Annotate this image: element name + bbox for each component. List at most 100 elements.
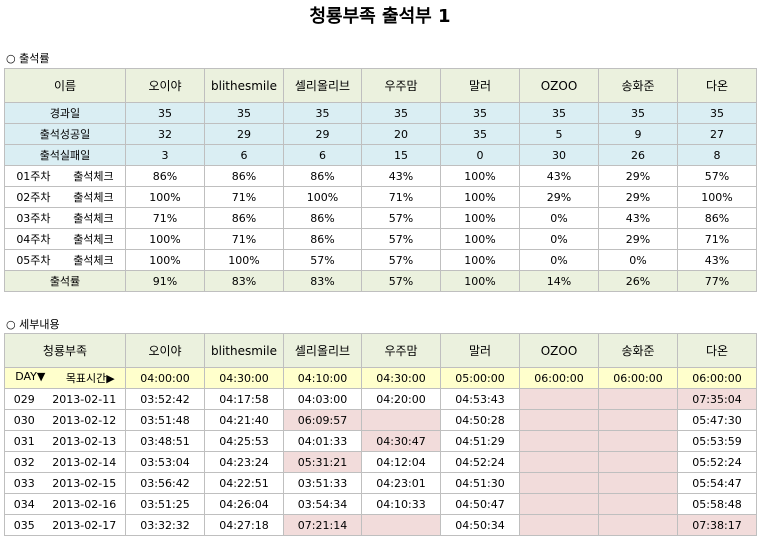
time-cell: 04:27:18 bbox=[204, 514, 284, 536]
header-cell: 오이야 bbox=[125, 68, 205, 103]
cell: 35 bbox=[440, 102, 520, 124]
time-cell: 04:21:40 bbox=[204, 409, 284, 431]
time-cell: 06:09:57 bbox=[283, 409, 362, 431]
time-cell: 04:52:24 bbox=[440, 451, 520, 473]
header-cell: 말러 bbox=[440, 333, 520, 368]
row-label: 01주차 출석체크 bbox=[4, 165, 126, 187]
time-cell bbox=[519, 409, 599, 431]
section-heading: ○ 출석률 bbox=[6, 52, 50, 65]
summary-table: 이름 오이야 blithesmile 셀리올리브 우주맘 말러 OZOO 송화준 다온 경과일 35… bbox=[4, 68, 757, 292]
cell: 100% bbox=[677, 186, 757, 208]
cell: 71% bbox=[204, 186, 284, 208]
split-label: 04주차 출석체크 bbox=[6, 231, 125, 247]
time-cell bbox=[519, 430, 599, 452]
cell: 43% bbox=[677, 249, 757, 271]
time-cell bbox=[598, 493, 678, 515]
time-cell bbox=[598, 430, 678, 452]
cell: 29 bbox=[204, 123, 284, 145]
time-cell: 03:51:25 bbox=[125, 493, 205, 515]
day-number: 032 bbox=[13, 455, 35, 469]
time-cell bbox=[519, 493, 599, 515]
row-label: 04주차 출석체크 bbox=[4, 228, 126, 250]
check-label: 출석체크 bbox=[73, 233, 114, 246]
stat-row: 경과일 35 35 35 35 35 35 35 35 bbox=[4, 102, 757, 124]
time-cell: 04:03:00 bbox=[283, 388, 362, 410]
cell: 43% bbox=[519, 165, 599, 187]
total-row: 출석률 91% 83% 83% 57% 100% 14% 26% 77% bbox=[4, 270, 757, 292]
row-label: 경과일 bbox=[4, 102, 126, 124]
row-label: 034 2013-02-16 bbox=[4, 493, 126, 515]
cell: 100% bbox=[440, 249, 520, 271]
row-label: 032 2013-02-14 bbox=[4, 451, 126, 473]
cell: 100% bbox=[440, 165, 520, 187]
time-cell: 03:51:33 bbox=[283, 472, 362, 494]
header-cell: 말러 bbox=[440, 68, 520, 103]
cell: 71% bbox=[204, 228, 284, 250]
week-label: 05주차 bbox=[16, 254, 51, 267]
day-row: 032 2013-02-14 03:53:04 04:23:24 05:31:21 04:… bbox=[4, 451, 757, 473]
cell: 35 bbox=[204, 102, 284, 124]
section-heading: ○ 세부내용 bbox=[6, 318, 60, 331]
cell: 100% bbox=[125, 186, 205, 208]
cell: 100% bbox=[440, 228, 520, 250]
cell: 8 bbox=[677, 144, 757, 166]
day-number: 035 bbox=[13, 518, 35, 532]
cell: 32 bbox=[125, 123, 205, 145]
time-cell bbox=[361, 409, 441, 431]
week-row: 05주차 출석체크 100% 100% 57% 57% 100% 0% 0% 43% bbox=[4, 249, 757, 271]
cell: 86% bbox=[283, 165, 362, 187]
date: 2013-02-13 bbox=[52, 434, 117, 448]
time-cell bbox=[519, 514, 599, 536]
header-cell: OZOO bbox=[519, 68, 599, 103]
time-cell: 04:23:24 bbox=[204, 451, 284, 473]
cell: 86% bbox=[204, 207, 284, 229]
row-label: 029 2013-02-11 bbox=[4, 388, 126, 410]
time-cell: 03:52:42 bbox=[125, 388, 205, 410]
split-label: 032 2013-02-14 bbox=[6, 455, 125, 469]
cell: 27 bbox=[677, 123, 757, 145]
cell: 57% bbox=[283, 249, 362, 271]
cell: 86% bbox=[204, 165, 284, 187]
cell: 57% bbox=[361, 249, 441, 271]
week-label: 02주차 bbox=[16, 191, 51, 204]
stat-row: 출석실패일 3 6 6 15 0 30 26 8 bbox=[4, 144, 757, 166]
check-label: 출석체크 bbox=[73, 254, 114, 267]
time-cell: 07:35:04 bbox=[677, 388, 757, 410]
split-label: 05주차 출석체크 bbox=[6, 252, 125, 268]
cell: 0 bbox=[440, 144, 520, 166]
split-label: 030 2013-02-12 bbox=[6, 414, 125, 427]
row-label: 05주차 출석체크 bbox=[4, 249, 126, 271]
header-cell: 송화준 bbox=[598, 68, 678, 103]
time-cell bbox=[598, 472, 678, 494]
cell: 35 bbox=[440, 123, 520, 145]
cell: 5 bbox=[519, 123, 599, 145]
time-cell: 04:01:33 bbox=[283, 430, 362, 452]
time-cell bbox=[519, 472, 599, 494]
time-cell bbox=[598, 388, 678, 410]
header-cell: blithesmile bbox=[204, 333, 284, 368]
cell: 100% bbox=[440, 270, 520, 292]
cell: 15 bbox=[361, 144, 441, 166]
week-label: 04주차 bbox=[16, 233, 51, 246]
cell: 86% bbox=[283, 207, 362, 229]
time-cell bbox=[598, 409, 678, 431]
cell: 57% bbox=[677, 165, 757, 187]
header-row: 이름 오이야 blithesmile 셀리올리브 우주맘 말러 OZOO 송화준 다온 bbox=[4, 68, 757, 103]
time-cell: 04:12:04 bbox=[361, 451, 441, 473]
split-label: 029 2013-02-11 bbox=[6, 393, 125, 406]
time-cell: 05:47:30 bbox=[677, 409, 757, 431]
cell: 100% bbox=[440, 207, 520, 229]
header-cell: 우주맘 bbox=[361, 68, 441, 103]
cell: 35 bbox=[598, 102, 678, 124]
time-cell: 04:25:53 bbox=[204, 430, 284, 452]
time-cell: 04:17:58 bbox=[204, 388, 284, 410]
time-cell: 03:32:32 bbox=[125, 514, 205, 536]
cell: 29% bbox=[598, 228, 678, 250]
cell: 83% bbox=[283, 270, 362, 292]
cell: 71% bbox=[125, 207, 205, 229]
time-cell: 03:48:51 bbox=[125, 430, 205, 452]
week-label: 01주차 bbox=[16, 170, 51, 183]
cell: 57% bbox=[361, 270, 441, 292]
cell: 3 bbox=[125, 144, 205, 166]
cell: 100% bbox=[204, 249, 284, 271]
